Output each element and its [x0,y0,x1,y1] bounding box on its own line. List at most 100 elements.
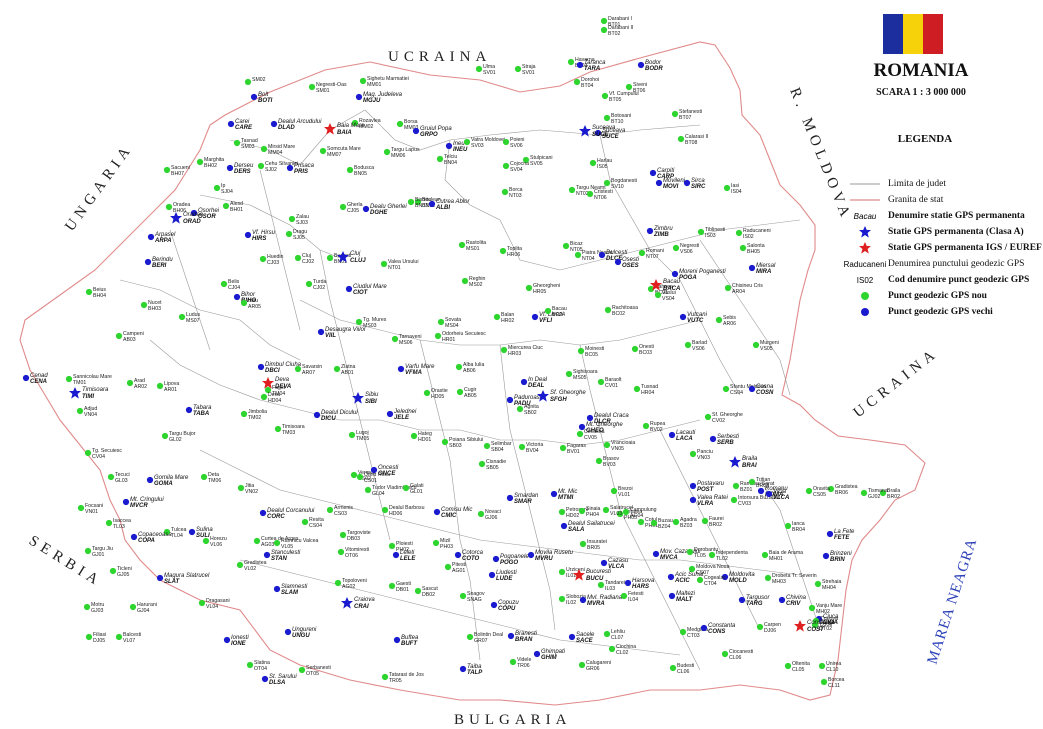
point-name: Derseu [234,163,254,169]
old-point-marker [822,552,830,560]
point-code: NT01 [388,265,401,271]
point-name: Sf. Gheorghe [712,412,743,418]
point-code: GHEO [586,428,604,434]
point-name: Filiasi [93,632,106,638]
point-code: AG01 [452,568,465,574]
legend-item-county: Limita de judet [845,177,1040,191]
point-name: Ploiesti [396,541,413,547]
old-point-marker [520,378,528,386]
neighbor-hungary: UNGARIA [62,141,136,235]
new-point-marker [115,332,123,340]
point-code: CL06 [677,669,690,675]
point-code: SV05 [530,161,543,167]
point-name: Tusnad [641,384,658,390]
point-name: SM02 [252,77,266,83]
point-name: Barlad [692,340,707,346]
point-name: Straja [522,64,536,70]
legend-text: Statie GPS permanenta IGS / EUREF [888,243,1042,253]
new-point-marker [820,678,828,686]
new-point-marker [805,487,813,495]
point-name: Osorhei [198,208,220,214]
station-name: Cluj [350,251,361,257]
point-name: Valea Ratei [697,495,728,501]
point-code: CS07 [696,570,709,576]
new-point-marker [715,316,723,324]
point-name: Lacauti [676,430,696,436]
point-code: ALBI [435,205,450,211]
old-point-marker [488,571,496,579]
point-name: Ionesti [231,635,249,641]
point-code: SACE [576,638,594,644]
point-code: TR06 [517,663,530,669]
point-name: Bolintin Deal [474,632,503,638]
point-name: Ineu [453,141,465,147]
county-borders [119,109,821,671]
point-code: COPA [138,538,155,544]
point-code: TM06 [208,478,221,484]
old-point-marker [738,596,746,604]
point-code: PH03 [440,544,453,550]
point-code: UNGU [292,633,310,639]
station-code: BRAI [742,463,757,469]
class-a-station-star-icon [352,392,364,404]
new-point-marker [77,504,85,512]
point-name: Dulcesti [606,250,628,256]
geodetic-point: BudestiBN01 [326,253,351,265]
new-point-marker [274,425,282,433]
point-name: Tasnad [241,138,258,144]
new-point-marker [461,277,469,285]
point-name: Smardan [514,493,539,499]
point-name: Huedin [267,254,284,260]
point-name: Constanta [708,623,736,629]
new-point-marker [107,473,115,481]
old-point-marker [614,258,622,266]
new-point-marker [381,673,389,681]
old-point-marker [598,251,606,259]
point-name: Ciuca [823,614,839,620]
station-code: COST [807,627,825,633]
point-name: Tecuci [115,472,130,478]
point-code: DJ06 [820,622,832,628]
point-code: MM03 [404,125,419,131]
point-name: Victoria [526,442,543,448]
old-point-marker [492,555,500,563]
point-code: CV04 [92,454,105,460]
point-code: AG02 [342,584,355,590]
new-point-marker [732,482,740,490]
new-point-marker [671,110,679,118]
point-name: Bahnea [655,284,673,290]
point-name: Dealul Barbosu [389,505,425,511]
point-code: HR06 [507,252,520,258]
point-name: Dimbul Ciuha [265,362,302,368]
point-name: Dragasani [206,598,230,604]
